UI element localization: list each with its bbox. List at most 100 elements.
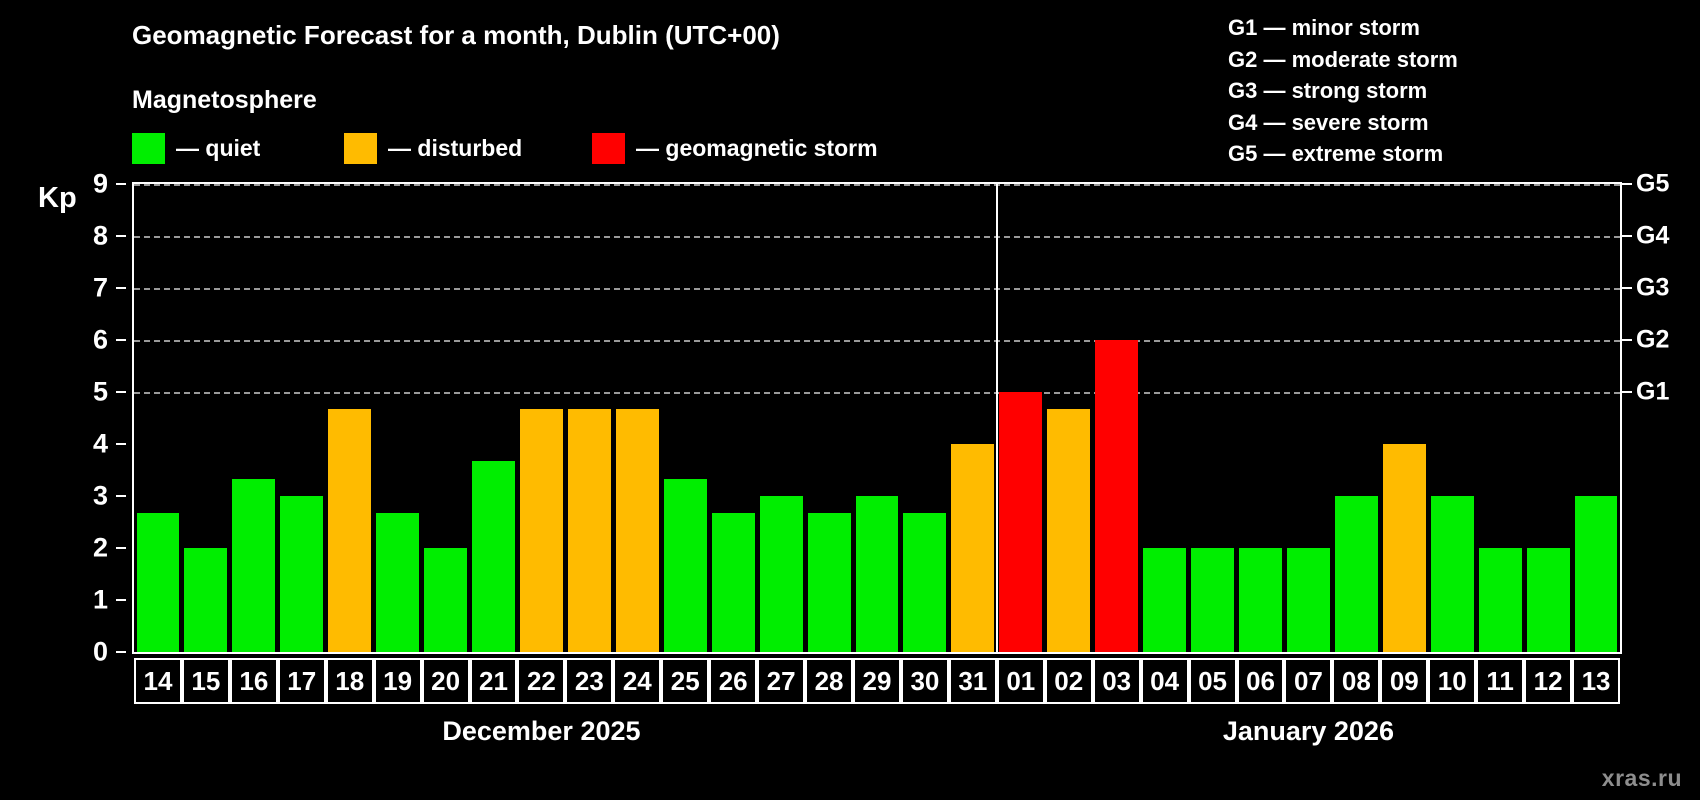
bar-02[interactable] <box>1047 409 1091 652</box>
g-tick-mark <box>1622 391 1632 393</box>
bar-19[interactable] <box>376 513 420 652</box>
bar-27[interactable] <box>759 496 803 652</box>
date-cell-18[interactable]: 18 <box>325 658 374 704</box>
y-tick-mark <box>116 391 126 393</box>
g-tick-mark <box>1622 235 1632 237</box>
bar-28[interactable] <box>807 513 851 652</box>
bar-10[interactable] <box>1430 496 1474 652</box>
bar-26[interactable] <box>711 513 755 652</box>
plot-inner <box>134 184 1620 652</box>
g-tick-label-g2: G2 <box>1636 325 1670 354</box>
y-axis: 0 1 2 3 4 5 6 7 8 9 <box>0 169 126 667</box>
bar-07[interactable] <box>1286 548 1330 652</box>
date-cell-10[interactable]: 10 <box>1428 658 1477 704</box>
date-cell-22[interactable]: 22 <box>517 658 566 704</box>
date-cell-29[interactable]: 29 <box>853 658 901 704</box>
bar-01[interactable] <box>999 392 1043 652</box>
magnetosphere-heading: Magnetosphere <box>132 86 317 114</box>
date-cell-19[interactable]: 19 <box>373 658 422 704</box>
bars-layer <box>134 184 1620 652</box>
date-cell-06[interactable]: 06 <box>1236 658 1285 704</box>
bar-20[interactable] <box>424 548 468 652</box>
bar-29[interactable] <box>855 496 899 652</box>
bar-03[interactable] <box>1095 340 1139 652</box>
date-cell-14[interactable]: 14 <box>134 658 182 704</box>
g-scale-row: G1 — minor storm <box>1228 15 1420 40</box>
date-cell-30[interactable]: 30 <box>900 658 949 704</box>
bar-24[interactable] <box>615 409 659 652</box>
date-cell-12[interactable]: 12 <box>1524 658 1573 704</box>
page-title: Geomagnetic Forecast for a month, Dublin… <box>132 20 780 50</box>
legend-label: — quiet <box>176 134 261 161</box>
y-tick-mark <box>116 443 126 445</box>
legend-entry: — geomagnetic storm <box>592 132 878 164</box>
g-scale-row: G4 — severe storm <box>1228 109 1429 135</box>
g-tick-label-g3: G3 <box>1636 273 1670 302</box>
date-cell-05[interactable]: 05 <box>1188 658 1237 704</box>
bar-22[interactable] <box>519 409 563 652</box>
date-cell-25[interactable]: 25 <box>661 658 710 704</box>
legend-label: — disturbed <box>388 134 523 161</box>
month-label: January 2026 <box>1222 716 1394 746</box>
y-tick-mark <box>116 287 126 289</box>
date-cell-27[interactable]: 27 <box>757 658 806 704</box>
g-tick-label-g5: G5 <box>1636 169 1670 198</box>
date-cell-02[interactable]: 02 <box>1044 658 1093 704</box>
g-tick-mark <box>1622 183 1632 185</box>
bar-17[interactable] <box>280 496 324 652</box>
date-axis: 14 15 16 17 18 19 20 21 22 23 24 25 26 27 28 29 30 31 01 02… <box>132 658 1622 704</box>
orange-swatch-icon <box>344 132 377 164</box>
date-cell-08[interactable]: 08 <box>1332 658 1381 704</box>
bar-04[interactable] <box>1143 548 1187 652</box>
date-cell-09[interactable]: 09 <box>1380 658 1429 704</box>
bar-18[interactable] <box>328 409 372 652</box>
date-cell-03[interactable]: 03 <box>1092 658 1141 704</box>
bar-15[interactable] <box>184 548 228 652</box>
bar-25[interactable] <box>663 478 707 652</box>
y-tick-label: 1 <box>92 584 108 615</box>
y-tick-mark <box>116 547 126 549</box>
gridline <box>134 236 1620 238</box>
y-tick-label: 9 <box>92 168 108 199</box>
month-label: December 2025 <box>442 716 641 746</box>
bar-31[interactable] <box>951 444 995 652</box>
bar-16[interactable] <box>232 478 276 652</box>
bar-05[interactable] <box>1191 548 1234 652</box>
date-cell-11[interactable]: 11 <box>1476 658 1525 704</box>
bar-30[interactable] <box>903 513 947 652</box>
bar-08[interactable] <box>1334 496 1378 652</box>
date-cell-28[interactable]: 28 <box>805 658 854 704</box>
date-cell-26[interactable]: 26 <box>709 658 758 704</box>
red-swatch-icon <box>592 132 625 164</box>
date-cell-01[interactable]: 01 <box>996 658 1045 704</box>
date-cell-04[interactable]: 04 <box>1140 658 1189 704</box>
y-tick-mark <box>116 339 126 341</box>
gridline <box>134 392 1620 394</box>
date-cell-24[interactable]: 24 <box>613 658 662 704</box>
g-scale-row: G5 — extreme storm <box>1228 141 1444 166</box>
g-tick-label-g4: G4 <box>1636 221 1670 250</box>
date-cell-21[interactable]: 21 <box>469 658 518 704</box>
g-scale-row: G2 — moderate storm <box>1228 46 1458 72</box>
date-cell-31[interactable]: 31 <box>948 658 997 704</box>
bar-13[interactable] <box>1574 496 1618 652</box>
bar-14[interactable] <box>136 513 180 652</box>
plot-area <box>132 182 1622 654</box>
g-scale-row: G3 — strong storm <box>1228 78 1428 103</box>
y-tick-label: 6 <box>92 324 108 355</box>
g-tick-mark <box>1622 287 1632 289</box>
bar-12[interactable] <box>1526 548 1570 652</box>
date-cell-15[interactable]: 15 <box>181 658 230 704</box>
bar-21[interactable] <box>472 461 515 652</box>
date-cell-23[interactable]: 23 <box>565 658 614 704</box>
date-cell-16[interactable]: 16 <box>229 658 278 704</box>
date-cell-07[interactable]: 07 <box>1284 658 1333 704</box>
bar-11[interactable] <box>1478 548 1522 652</box>
bar-06[interactable] <box>1239 548 1282 652</box>
date-cell-13[interactable]: 13 <box>1572 658 1620 704</box>
y-tick-mark <box>116 183 126 185</box>
date-cell-20[interactable]: 20 <box>421 658 470 704</box>
date-cell-17[interactable]: 17 <box>277 658 326 704</box>
bar-09[interactable] <box>1382 444 1426 652</box>
bar-23[interactable] <box>567 409 611 652</box>
